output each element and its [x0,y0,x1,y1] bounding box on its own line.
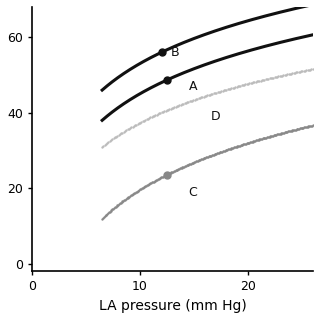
Text: B: B [170,46,179,59]
Text: D: D [210,110,220,123]
Text: C: C [189,186,197,199]
Text: A: A [189,80,197,93]
X-axis label: LA pressure (mm Hg): LA pressure (mm Hg) [99,299,246,313]
